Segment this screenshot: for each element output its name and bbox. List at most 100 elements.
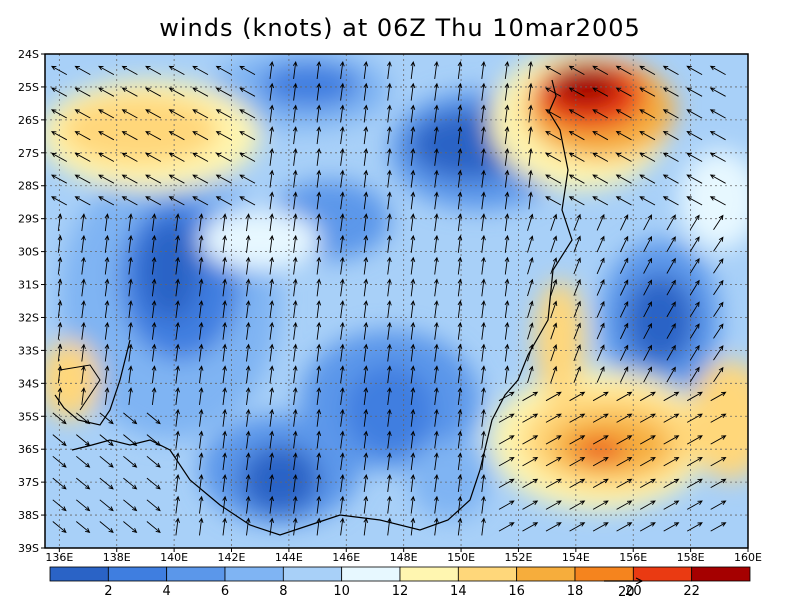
- wind-arrow: [57, 300, 63, 319]
- wind-arrow: [689, 344, 700, 361]
- wind-arrow: [545, 391, 562, 402]
- wind-arrow: [145, 109, 162, 119]
- wind-arrow: [709, 65, 726, 75]
- wind-arrow: [686, 522, 703, 532]
- wind-arrow: [662, 65, 679, 75]
- wind-arrow: [192, 131, 209, 141]
- wind-arrow: [689, 214, 700, 231]
- wind-arrow: [387, 452, 392, 471]
- wind-arrow: [689, 258, 700, 274]
- wind-arrow: [662, 130, 679, 141]
- wind-arrow: [269, 365, 275, 384]
- wind-arrow: [151, 387, 157, 405]
- wind-arrow: [592, 391, 609, 402]
- wind-arrow: [569, 435, 586, 445]
- wind-arrow: [222, 213, 227, 232]
- wind-arrow: [643, 344, 652, 361]
- wind-arrow: [145, 152, 162, 162]
- wind-arrow: [615, 174, 632, 184]
- plot-frame: [44, 53, 749, 549]
- colorbar-swatch: [399, 566, 459, 582]
- wind-arrow: [145, 174, 162, 184]
- wind-arrow: [363, 191, 369, 210]
- wind-arrow: [616, 456, 633, 467]
- wind-arrow: [666, 279, 676, 296]
- wind-arrow: [316, 234, 322, 253]
- wind-arrow: [215, 196, 232, 206]
- wind-arrow: [99, 521, 114, 533]
- wind-arrow: [481, 213, 486, 232]
- wind-arrow: [434, 517, 439, 536]
- wind-arrow: [410, 104, 416, 123]
- colorbar-swatch: [341, 566, 401, 582]
- wind-arrow: [457, 365, 463, 384]
- wind-arrow: [363, 473, 369, 492]
- wind-arrow: [387, 169, 392, 188]
- wind-arrow: [592, 130, 609, 141]
- wind-arrow: [481, 60, 486, 79]
- wind-arrow: [316, 169, 322, 188]
- wind-arrow: [292, 430, 298, 449]
- wind-arrow: [316, 365, 322, 384]
- wind-arrow: [619, 322, 629, 340]
- wind-arrow: [709, 87, 726, 97]
- wind-arrow: [545, 500, 562, 510]
- wind-arrow: [76, 455, 91, 468]
- wind-arrow: [292, 126, 298, 145]
- wind-arrow: [316, 147, 322, 166]
- wind-arrow: [57, 256, 63, 275]
- lon-tick-label: 160E: [734, 551, 762, 564]
- wind-arrow: [387, 321, 392, 340]
- wind-arrow: [128, 365, 133, 384]
- wind-arrow: [545, 413, 562, 423]
- lon-tick-label: 136E: [45, 551, 73, 564]
- wind-arrow: [76, 412, 91, 425]
- wind-arrow: [198, 213, 204, 232]
- wind-arrow: [713, 345, 724, 361]
- wind-arrow: [568, 196, 585, 206]
- wind-arrow: [222, 300, 227, 319]
- wind-arrow: [481, 387, 486, 405]
- wind-arrow: [710, 391, 727, 402]
- wind-arrow: [292, 256, 298, 275]
- wind-arrow: [339, 60, 345, 79]
- wind-arrow: [686, 435, 703, 445]
- wind-arrow: [175, 234, 180, 253]
- wind-arrow: [457, 278, 463, 297]
- wind-arrow: [292, 387, 298, 405]
- wind-arrow: [245, 452, 251, 471]
- wind-arrow: [175, 452, 180, 471]
- wind-arrow: [104, 234, 110, 253]
- wind-arrow: [292, 300, 298, 319]
- wind-arrow: [457, 473, 463, 492]
- lat-tick-label: 24S: [18, 48, 39, 61]
- wind-arrow: [410, 517, 416, 536]
- wind-arrow: [363, 430, 369, 449]
- wind-arrow: [175, 321, 180, 340]
- wind-arrow: [316, 495, 322, 514]
- wind-arrow: [198, 517, 204, 536]
- wind-arrow: [686, 152, 703, 162]
- wind-arrow: [151, 300, 157, 319]
- wind-arrow: [245, 321, 251, 340]
- wind-arrow: [709, 152, 726, 162]
- lon-tick-label: 152E: [504, 551, 532, 564]
- wind-arrow: [528, 191, 533, 210]
- wind-arrow: [104, 343, 110, 362]
- wind-arrow: [387, 473, 392, 492]
- wind-arrow: [410, 147, 416, 166]
- wind-arrow: [339, 430, 345, 449]
- wind-arrow: [175, 256, 180, 275]
- wind-arrow: [457, 191, 463, 210]
- wind-arrow: [550, 257, 558, 275]
- wind-arrow: [481, 191, 486, 210]
- colorbar-label: 20: [625, 584, 642, 599]
- wind-arrow: [713, 323, 724, 339]
- wind-arrow: [316, 452, 322, 471]
- wind-arrow: [545, 109, 562, 119]
- wind-arrow: [222, 365, 227, 384]
- lat-tick-label: 25S: [18, 81, 39, 94]
- wind-arrow: [175, 517, 180, 536]
- wind-arrow: [504, 82, 510, 101]
- wind-arrow: [387, 104, 392, 123]
